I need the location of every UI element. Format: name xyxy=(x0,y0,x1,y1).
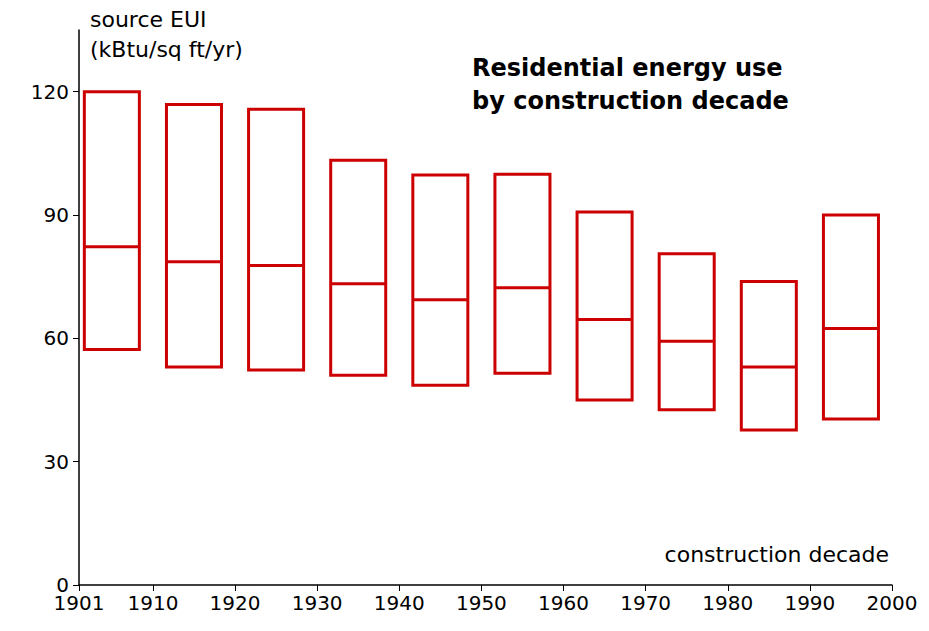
svg-text:2000: 2000 xyxy=(867,591,918,615)
svg-text:(kBtu/sq ft/yr): (kBtu/sq ft/yr) xyxy=(90,37,243,62)
svg-text:1940: 1940 xyxy=(374,591,425,615)
svg-text:30: 30 xyxy=(44,450,69,474)
svg-text:1970: 1970 xyxy=(620,591,671,615)
svg-text:1920: 1920 xyxy=(210,591,261,615)
svg-text:1930: 1930 xyxy=(292,591,343,615)
svg-text:construction decade: construction decade xyxy=(665,542,889,567)
svg-text:60: 60 xyxy=(44,326,69,350)
svg-text:1960: 1960 xyxy=(538,591,589,615)
svg-text:source EUI: source EUI xyxy=(90,7,207,32)
svg-text:1901: 1901 xyxy=(54,591,105,615)
svg-text:by construction decade: by construction decade xyxy=(472,87,789,115)
svg-text:1990: 1990 xyxy=(784,591,835,615)
svg-text:120: 120 xyxy=(31,80,69,104)
svg-text:0: 0 xyxy=(56,573,69,597)
svg-text:Residential energy use: Residential energy use xyxy=(472,54,783,82)
svg-text:90: 90 xyxy=(44,203,69,227)
svg-text:1980: 1980 xyxy=(702,591,753,615)
svg-text:1910: 1910 xyxy=(127,591,178,615)
svg-text:1950: 1950 xyxy=(456,591,507,615)
